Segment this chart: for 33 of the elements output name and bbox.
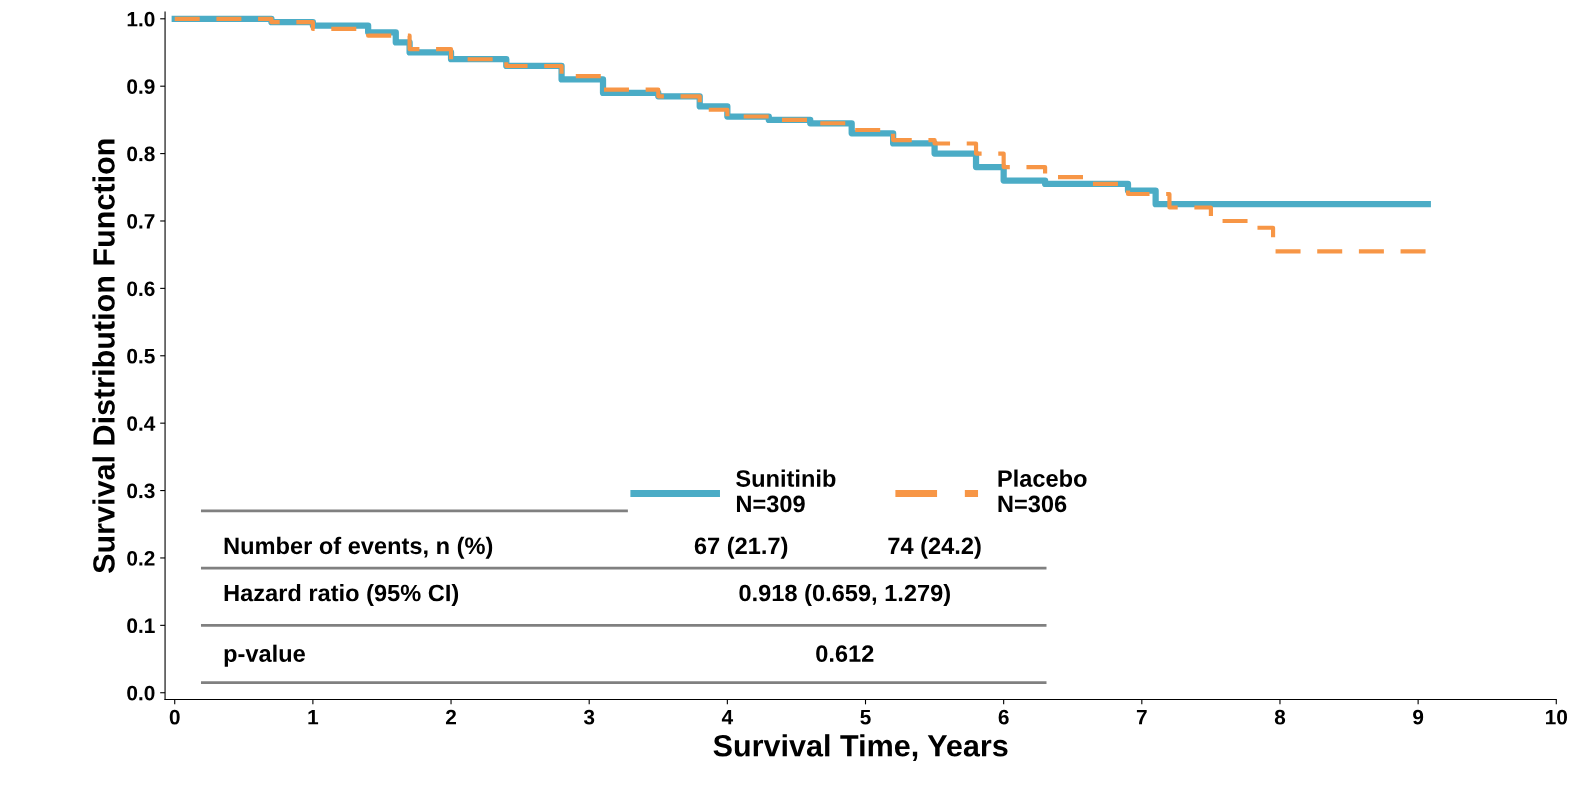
y-tick-label: 0.0 (127, 685, 155, 701)
annotation: p-value (224, 644, 305, 667)
x-tick-label: 0 (169, 709, 180, 725)
x-axis-title: Survival Time, Years (713, 734, 1008, 762)
annotation: Number of events, n (%) (224, 536, 493, 559)
x-tick-label: 10 (1546, 709, 1568, 725)
x-tick-label: 5 (860, 709, 871, 725)
y-tick-label: 0.9 (127, 79, 155, 94)
x-tick-label: 2 (445, 709, 456, 725)
x-tick-label: 8 (1274, 709, 1286, 725)
y-tick-label: 0.4 (127, 416, 156, 431)
annotation: 74 (24.2) (888, 536, 981, 559)
x-tick-label: 3 (583, 709, 595, 725)
x-tick-label: 7 (1136, 709, 1147, 725)
annotation: 67 (21.7) (694, 536, 788, 559)
x-tick-label: 9 (1413, 709, 1424, 725)
x-tick-label: 4 (721, 709, 734, 725)
y-tick-label: 0.8 (127, 146, 155, 162)
annotation: 0.918 (0.659, 1.279) (739, 584, 950, 607)
x-tick-label: 1 (308, 709, 319, 725)
y-tick-label: 1.0 (127, 11, 155, 27)
annotation: 0.612 (816, 645, 874, 663)
y-tick-label: 0.3 (127, 483, 155, 499)
y-tick-label: 0.6 (127, 281, 155, 297)
annotation: Hazard ratio (95% CI) (224, 584, 459, 607)
legend-label: Sunitinib N=309 (736, 469, 836, 513)
y-tick-label: 0.7 (127, 213, 155, 229)
legend-label: Placebo N=306 (998, 469, 1087, 513)
y-axis-title: Survival Distribution Function (92, 139, 115, 574)
x-tick-label: 6 (998, 709, 1009, 725)
y-tick-label: 0.2 (127, 550, 155, 566)
y-tick-label: 0.1 (127, 618, 155, 634)
y-tick-label: 0.5 (127, 348, 155, 364)
